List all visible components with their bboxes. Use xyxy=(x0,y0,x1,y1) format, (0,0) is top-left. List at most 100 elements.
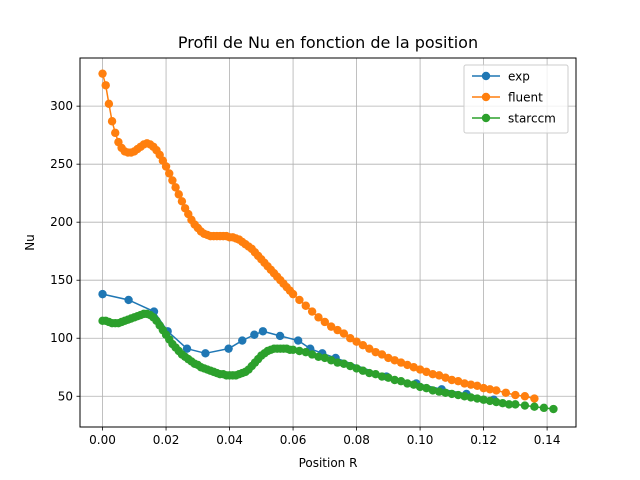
x-tick-label: 0.04 xyxy=(216,433,243,447)
data-point-exp xyxy=(124,295,133,305)
legend-marker xyxy=(481,92,491,102)
data-point-starccm xyxy=(314,352,323,361)
data-point-starccm xyxy=(504,400,514,409)
data-point-fluent xyxy=(288,289,298,299)
data-point-starccm xyxy=(466,393,476,402)
data-point-fluent xyxy=(98,69,107,78)
data-point-fluent xyxy=(403,360,412,370)
data-point-fluent xyxy=(339,329,349,338)
data-point-fluent xyxy=(485,385,495,394)
data-point-fluent xyxy=(101,81,110,90)
data-point-starccm xyxy=(428,386,437,395)
data-point-exp xyxy=(293,336,303,345)
data-point-fluent xyxy=(104,99,114,109)
data-point-fluent xyxy=(171,183,180,192)
x-tick-label: 0.02 xyxy=(153,433,180,447)
data-point-fluent xyxy=(415,365,425,374)
data-point-starccm xyxy=(473,394,482,403)
legend-entry-exp: exp xyxy=(472,70,530,84)
legend: exp fluent starccm xyxy=(463,64,569,134)
data-point-fluent xyxy=(453,376,463,386)
data-point-exp xyxy=(224,344,233,353)
y-tick-label: 250 xyxy=(50,157,73,171)
data-point-starccm xyxy=(479,395,488,404)
y-tick-label: 150 xyxy=(50,273,73,287)
plot-area-frame xyxy=(79,57,577,428)
y-tick-label: 200 xyxy=(50,215,73,229)
data-point-fluent xyxy=(377,350,387,359)
data-point-starccm xyxy=(320,353,330,363)
data-point-starccm xyxy=(403,379,412,388)
data-point-starccm xyxy=(339,359,349,368)
data-point-fluent xyxy=(434,371,444,380)
data-point-fluent xyxy=(447,375,457,385)
data-point-fluent xyxy=(365,344,374,353)
data-point-fluent xyxy=(479,383,488,393)
data-point-fluent xyxy=(492,386,501,395)
data-point-starccm xyxy=(352,364,361,373)
data-point-exp xyxy=(201,349,210,358)
data-point-fluent xyxy=(520,392,530,401)
data-point-fluent xyxy=(390,356,399,365)
data-point-fluent xyxy=(307,307,317,316)
data-point-starccm xyxy=(511,400,520,409)
data-point-fluent xyxy=(295,295,304,305)
x-tick-label: 0.06 xyxy=(280,433,307,447)
data-point-fluent xyxy=(473,381,482,391)
data-point-fluent xyxy=(422,367,431,377)
x-tick-label: 0.12 xyxy=(470,433,497,447)
data-point-fluent xyxy=(301,301,310,310)
data-point-starccm xyxy=(371,370,380,379)
series-layer xyxy=(98,69,558,414)
data-point-starccm xyxy=(485,396,495,406)
legend-marker xyxy=(481,113,491,123)
data-point-starccm xyxy=(520,401,530,410)
data-point-fluent xyxy=(326,322,336,331)
data-point-fluent xyxy=(501,388,511,397)
data-point-fluent xyxy=(107,117,117,126)
data-point-fluent xyxy=(396,358,406,367)
series-starccm xyxy=(98,309,558,414)
data-point-starccm xyxy=(453,390,463,400)
data-point-starccm xyxy=(434,387,444,396)
x-axis-title: Position R xyxy=(299,456,358,470)
data-point-fluent xyxy=(320,317,330,327)
data-point-fluent xyxy=(161,162,171,171)
data-point-fluent xyxy=(384,353,393,363)
data-point-fluent xyxy=(352,337,361,346)
data-point-starccm xyxy=(460,392,469,401)
series-fluent xyxy=(98,69,539,403)
data-point-exp xyxy=(258,327,268,336)
data-point-exp xyxy=(250,330,259,339)
data-point-fluent xyxy=(177,197,187,206)
axis-ticks: 0.00 0.02 0.04 0.06 0.08 0.10 0.12 0.14 50 100 150… xyxy=(50,99,560,447)
data-point-starccm xyxy=(447,389,457,399)
x-tick-label: 0.14 xyxy=(534,433,561,447)
data-point-starccm xyxy=(422,383,431,393)
data-point-starccm xyxy=(288,345,298,355)
data-point-exp xyxy=(182,344,192,353)
data-point-fluent xyxy=(428,370,437,379)
legend-label: starccm xyxy=(508,112,556,126)
legend-label: fluent xyxy=(508,91,543,105)
legend-label: exp xyxy=(508,70,530,84)
data-point-fluent xyxy=(511,390,520,400)
data-point-starccm xyxy=(384,373,393,382)
data-point-fluent xyxy=(346,334,355,343)
data-point-starccm xyxy=(498,399,507,408)
data-point-starccm xyxy=(530,402,539,411)
data-point-starccm xyxy=(346,361,355,371)
data-point-exp xyxy=(275,331,285,341)
data-point-fluent xyxy=(371,347,380,357)
data-point-fluent xyxy=(530,394,539,403)
data-point-starccm xyxy=(301,347,310,357)
data-point-fluent xyxy=(466,380,476,389)
data-point-starccm xyxy=(409,380,418,389)
data-point-starccm xyxy=(377,372,387,381)
data-point-starccm xyxy=(549,404,558,414)
data-point-exp xyxy=(238,336,247,345)
data-point-starccm xyxy=(307,350,317,359)
y-tick-label: 300 xyxy=(50,99,73,113)
data-point-fluent xyxy=(333,325,342,335)
